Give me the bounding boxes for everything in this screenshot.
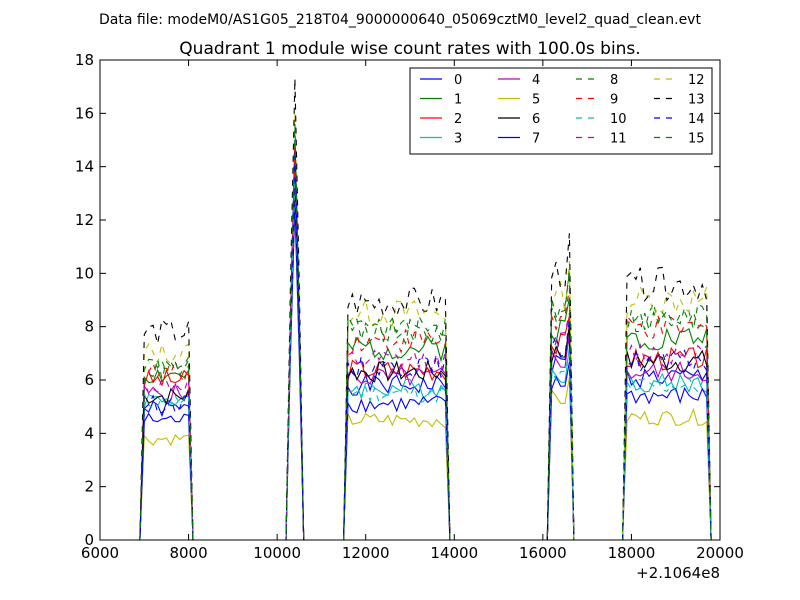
series-line-0 [139, 139, 712, 541]
series-line-2 [139, 166, 712, 541]
series-line-10 [139, 177, 712, 541]
legend-label-5: 5 [532, 93, 540, 108]
legend-label-8: 8 [610, 73, 618, 88]
y-tick-label: 8 [84, 318, 94, 336]
x-tick-label: 8000 [169, 544, 207, 562]
series-line-11 [139, 155, 712, 541]
chart-title: Quadrant 1 module wise count rates with … [179, 39, 640, 59]
x-tick-label: 18000 [608, 544, 656, 562]
legend-label-15: 15 [688, 132, 705, 147]
y-tick-label: 0 [84, 531, 94, 549]
legend-label-3: 3 [454, 132, 462, 147]
legend-label-1: 1 [454, 93, 462, 108]
legend-label-9: 9 [610, 93, 618, 108]
legend-label-0: 0 [454, 73, 462, 88]
x-tick-label: 12000 [342, 544, 390, 562]
legend-label-7: 7 [532, 132, 540, 147]
y-tick-label: 6 [84, 371, 94, 389]
y-tick-label: 18 [75, 51, 94, 69]
legend-label-11: 11 [610, 132, 627, 147]
figure-suptitle: Data file: modeM0/AS1G05_218T04_90000006… [99, 12, 701, 28]
series-line-1 [139, 161, 712, 541]
x-tick-label: 10000 [253, 544, 301, 562]
series-line-9 [139, 145, 712, 541]
series-line-8 [139, 134, 712, 541]
series-line-13 [139, 78, 712, 541]
x-tick-label: 14000 [430, 544, 478, 562]
legend-label-10: 10 [610, 112, 627, 127]
x-axis-offset-label: +2.1064e8 [636, 564, 720, 582]
legend-label-2: 2 [454, 112, 462, 127]
y-tick-label: 2 [84, 478, 94, 496]
x-tick-label: 20000 [696, 544, 744, 562]
series-line-15 [139, 123, 712, 541]
x-tick-label: 16000 [519, 544, 567, 562]
legend-label-4: 4 [532, 73, 540, 88]
series-line-14 [139, 150, 712, 541]
legend-label-12: 12 [688, 73, 705, 88]
plot-series-group [139, 78, 712, 541]
x-tick-label: 6000 [81, 544, 119, 562]
y-tick-label: 4 [84, 424, 94, 442]
y-tick-label: 10 [75, 264, 94, 282]
legend-label-14: 14 [688, 112, 705, 127]
legend-label-6: 6 [532, 112, 540, 127]
legend-box [409, 67, 713, 155]
x-axis: 6000 8000 10000 12000 14000 16000 18000 20000 [81, 60, 744, 562]
plot-frame [99, 59, 721, 541]
y-tick-label: 14 [75, 158, 94, 176]
y-tick-label: 12 [75, 211, 94, 229]
legend-label-13: 13 [688, 93, 705, 108]
y-tick-label: 16 [75, 104, 94, 122]
